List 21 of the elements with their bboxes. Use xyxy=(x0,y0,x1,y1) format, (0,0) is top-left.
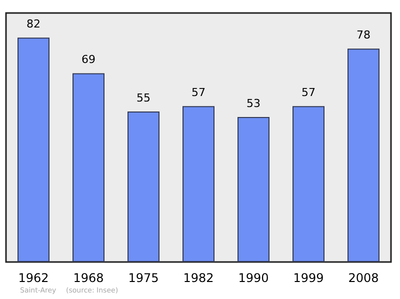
x-tick-label: 1999 xyxy=(293,271,324,285)
bar xyxy=(18,38,50,262)
bar xyxy=(72,73,104,262)
bar xyxy=(182,106,214,262)
bar xyxy=(128,112,160,262)
data-label: 69 xyxy=(82,53,96,66)
x-tick-label: 1962 xyxy=(18,271,49,285)
x-tick-label: 1982 xyxy=(183,271,214,285)
bar xyxy=(348,48,380,262)
data-label: 55 xyxy=(136,92,150,105)
x-tick-label: 1975 xyxy=(128,271,159,285)
bar xyxy=(292,106,324,262)
x-tick-label: 1990 xyxy=(238,271,269,285)
data-label: 53 xyxy=(246,97,260,110)
x-tick-label: 2008 xyxy=(348,271,379,285)
data-label: 57 xyxy=(192,86,206,100)
x-tick-label: 1968 xyxy=(73,271,104,285)
data-label: 78 xyxy=(356,28,370,42)
data-label: 82 xyxy=(26,18,40,31)
bar xyxy=(238,117,270,262)
data-label: 57 xyxy=(302,86,316,100)
